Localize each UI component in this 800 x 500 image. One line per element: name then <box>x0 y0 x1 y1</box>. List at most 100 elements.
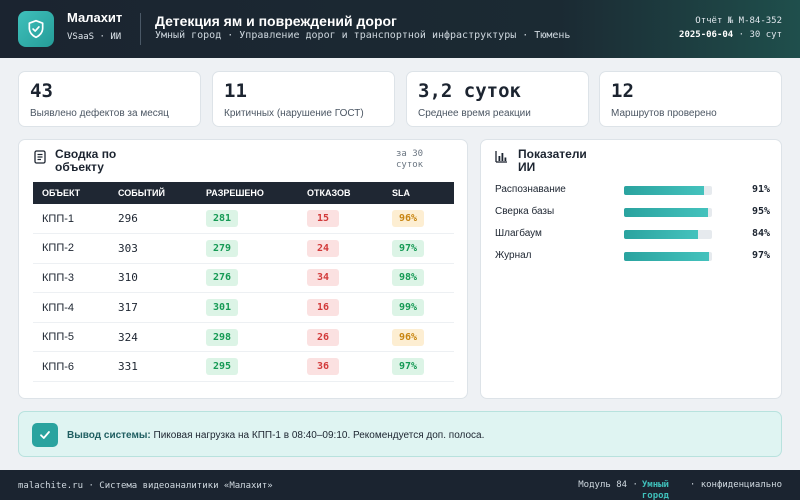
cell-allowed: 301 <box>197 292 298 323</box>
column-header[interactable]: СОБЫТИЙ <box>109 182 197 204</box>
cell-denied: 34 <box>298 263 383 294</box>
ai-metric-row: Распознавание 91% <box>495 182 770 198</box>
shield-check-icon <box>28 19 44 39</box>
cell-events: 303 <box>109 233 197 264</box>
summary-table: ОБЪЕКТ СОБЫТИЙ РАЗРЕШЕНО ОТКАЗОВ SLA КПП… <box>33 182 454 383</box>
table-row[interactable]: КПП-3 310 276 34 98% <box>33 263 454 294</box>
sla-badge: 99% <box>392 299 424 317</box>
metric-value: 95% <box>751 206 770 217</box>
metric-progress-bar <box>624 186 712 195</box>
kpi-card-critical: 11 Критичных (нарушение ГОСТ) <box>212 71 395 127</box>
sla-badge: 98% <box>392 269 424 287</box>
denied-badge: 16 <box>307 299 339 317</box>
allowed-badge: 298 <box>206 328 238 346</box>
cell-sla: 96% <box>383 322 454 353</box>
footer-left: malachite.ru · Система видеоаналитики «М… <box>18 481 273 491</box>
kpi-card-reaction-time: 3,2 суток Среднее время реакции <box>406 71 589 127</box>
report-period: · 30 сут <box>738 30 782 40</box>
allowed-badge: 279 <box>206 239 238 257</box>
report-number: Отчёт № M-84-352 <box>695 16 782 26</box>
cell-allowed: 276 <box>197 263 298 294</box>
system-status <box>32 423 58 447</box>
sla-badge: 97% <box>392 239 424 257</box>
footer-right: Модуль 84 · Умный город · конфиденциальн… <box>578 480 782 500</box>
footer-module: Модуль 84 · <box>578 480 638 490</box>
sla-badge: 96% <box>392 210 424 228</box>
page-title: Детекция ям и повреждений дорог <box>155 13 397 29</box>
cell-object: КПП-1 <box>33 204 109 235</box>
denied-badge: 26 <box>307 328 339 346</box>
cell-denied: 36 <box>298 351 383 383</box>
cell-sla: 97% <box>383 233 454 264</box>
cell-sla: 98% <box>383 263 454 294</box>
metric-value: 84% <box>751 228 770 239</box>
cell-denied: 24 <box>298 233 383 264</box>
brand-name: Малахит <box>67 10 123 25</box>
brand-subtitle: VSaaS · ИИ <box>67 32 122 42</box>
metric-progress-fill <box>624 252 710 261</box>
allowed-badge: 276 <box>206 269 238 287</box>
system-output-message: Пиковая нагрузка на КПП-1 в 08:40–09:10.… <box>153 430 485 441</box>
ai-metric-row: Сверка базы 95% <box>495 204 770 220</box>
cell-object: КПП-2 <box>33 233 109 264</box>
ai-metric-row: Шлагбаум 84% <box>495 226 770 242</box>
cell-object: КПП-4 <box>33 292 109 323</box>
allowed-badge: 301 <box>206 299 238 317</box>
cell-allowed: 281 <box>197 204 298 235</box>
check-icon <box>40 431 50 439</box>
brand: Малахит VSaaS · ИИ <box>67 10 123 42</box>
cell-denied: 15 <box>298 204 383 235</box>
ai-metric-row: Журнал 97% <box>495 248 770 264</box>
document-icon <box>34 150 46 164</box>
table-row[interactable]: КПП-1 296 281 15 96% <box>33 204 454 235</box>
table-row[interactable]: КПП-2 303 279 24 97% <box>33 233 454 264</box>
denied-badge: 15 <box>307 210 339 228</box>
kpi-value: 12 <box>611 80 634 102</box>
metric-progress-fill <box>624 230 698 239</box>
kpi-label: Среднее время реакции <box>418 108 531 119</box>
summary-title: Сводка по объекту <box>55 147 117 174</box>
kpi-card-defects: 43 Выявлено дефектов за месяц <box>18 71 201 127</box>
cell-events: 324 <box>109 322 197 353</box>
cell-denied: 16 <box>298 292 383 323</box>
cell-events: 317 <box>109 292 197 323</box>
allowed-badge: 295 <box>206 358 238 376</box>
cell-object: КПП-3 <box>33 263 109 294</box>
column-header[interactable]: ОТКАЗОВ <box>298 182 383 204</box>
column-header[interactable]: ОБЪЕКТ <box>33 182 109 204</box>
footer-confidential: · конфиденциально <box>689 480 782 490</box>
sla-badge: 97% <box>392 358 424 376</box>
system-output-banner: Вывод системы: Пиковая нагрузка на КПП-1… <box>18 411 782 457</box>
report-date: 2025-06-04 <box>679 30 734 40</box>
kpi-card-routes: 12 Маршрутов проверено <box>599 71 782 127</box>
table-row[interactable]: КПП-4 317 301 16 99% <box>33 292 454 323</box>
column-header[interactable]: РАЗРЕШЕНО <box>197 182 298 204</box>
table-row[interactable]: КПП-6 331 295 36 97% <box>33 351 454 383</box>
cell-events: 331 <box>109 351 197 383</box>
metric-label: Сверка базы <box>495 206 555 217</box>
cell-object: КПП-6 <box>33 351 109 383</box>
cell-denied: 26 <box>298 322 383 353</box>
cell-sla: 97% <box>383 351 454 383</box>
report-info: Отчёт № M-84-352 2025-06-04 · 30 сут <box>679 14 782 42</box>
metric-label: Журнал <box>495 250 532 261</box>
denied-badge: 34 <box>307 269 339 287</box>
cell-sla: 96% <box>383 204 454 235</box>
denied-badge: 24 <box>307 239 339 257</box>
metric-progress-bar <box>624 208 712 217</box>
summary-period: за 30 суток <box>396 149 424 170</box>
column-header[interactable]: SLA <box>383 182 454 204</box>
header-divider <box>140 13 141 45</box>
table-row[interactable]: КПП-5 324 298 26 96% <box>33 322 454 353</box>
kpi-label: Маршрутов проверено <box>611 108 717 119</box>
logo[interactable] <box>18 11 54 47</box>
footer-tag[interactable]: Умный город <box>641 480 669 500</box>
cell-sla: 99% <box>383 292 454 323</box>
kpi-value: 3,2 суток <box>418 80 521 102</box>
metric-label: Шлагбаум <box>495 228 542 239</box>
metric-progress-bar <box>624 252 712 261</box>
kpi-value: 11 <box>224 80 247 102</box>
system-output-label: Вывод системы: <box>67 430 151 441</box>
system-output-text: Вывод системы: Пиковая нагрузка на КПП-1… <box>67 429 497 442</box>
kpi-label: Выявлено дефектов за месяц <box>30 108 169 119</box>
